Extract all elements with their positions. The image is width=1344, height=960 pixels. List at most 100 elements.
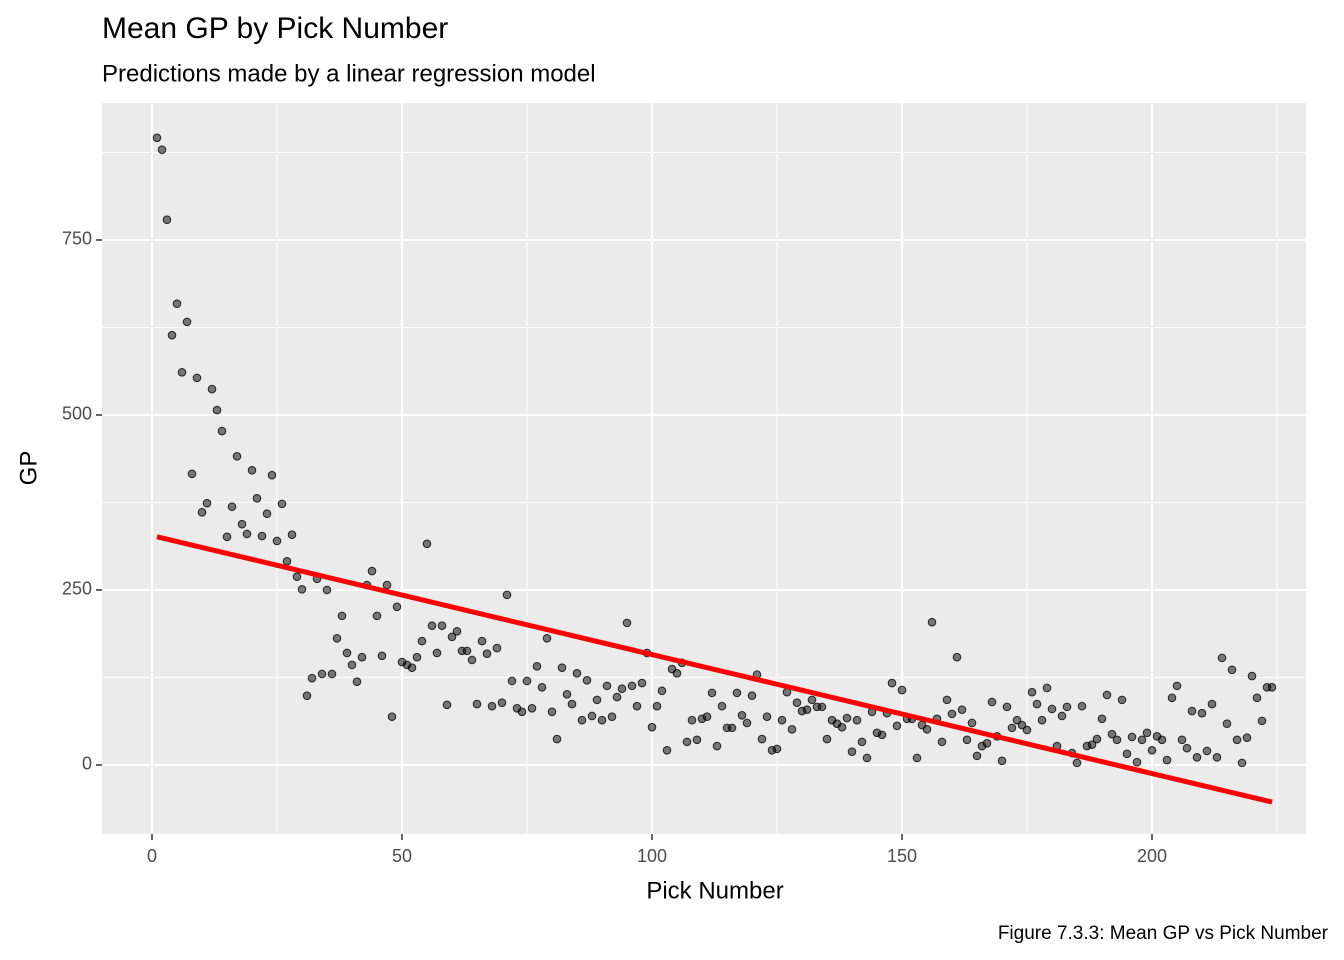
point	[757, 734, 767, 744]
point	[237, 519, 247, 529]
point	[602, 681, 612, 691]
point	[262, 509, 272, 518]
point	[717, 701, 727, 711]
point	[947, 709, 957, 719]
point	[1217, 653, 1227, 663]
point	[472, 699, 482, 709]
point	[657, 686, 667, 696]
point	[952, 652, 962, 662]
point	[407, 663, 417, 672]
point	[432, 648, 442, 658]
point	[732, 688, 742, 698]
point	[1087, 740, 1097, 749]
point	[1042, 683, 1052, 693]
point	[682, 737, 692, 747]
point	[762, 712, 772, 721]
point	[1032, 699, 1042, 709]
point	[212, 405, 222, 415]
point	[807, 695, 817, 705]
point	[527, 703, 537, 713]
point	[277, 499, 287, 509]
point	[912, 753, 922, 763]
point	[382, 580, 392, 590]
caption: Figure 7.3.3: Mean GP vs Pick Number	[998, 923, 1329, 944]
point	[787, 724, 797, 734]
point	[652, 701, 662, 711]
point	[297, 584, 307, 594]
point	[1187, 706, 1197, 716]
point	[427, 621, 437, 630]
point	[1197, 708, 1207, 718]
point	[822, 734, 832, 744]
point	[1237, 758, 1247, 768]
point	[1257, 716, 1267, 726]
point	[1102, 690, 1112, 700]
point	[182, 317, 192, 327]
point	[607, 712, 617, 721]
point	[207, 384, 217, 394]
point	[242, 529, 252, 539]
point	[627, 681, 637, 691]
point	[1037, 715, 1047, 725]
point	[802, 705, 812, 714]
point	[1072, 758, 1082, 768]
point	[1232, 735, 1242, 745]
point	[497, 698, 507, 707]
point	[337, 611, 347, 621]
point	[982, 738, 992, 748]
point	[972, 751, 982, 761]
point	[1057, 711, 1067, 721]
point	[1267, 682, 1277, 692]
x-axis-label: Pick Number	[646, 877, 783, 904]
point	[852, 715, 862, 725]
y-tick-label: 500	[62, 404, 92, 424]
point	[462, 646, 472, 656]
point	[202, 498, 212, 508]
point	[352, 677, 362, 686]
point	[892, 721, 902, 731]
point	[962, 735, 972, 745]
point	[922, 724, 932, 734]
point	[1157, 735, 1167, 745]
point	[632, 701, 642, 711]
point	[502, 590, 512, 600]
point	[387, 712, 397, 721]
point	[292, 572, 302, 581]
point	[1147, 745, 1157, 755]
point	[597, 715, 607, 725]
point	[842, 713, 852, 723]
point	[737, 710, 747, 720]
point	[937, 737, 947, 747]
point	[662, 745, 672, 755]
point	[272, 536, 282, 546]
point	[1062, 702, 1072, 712]
point	[377, 651, 387, 661]
point	[332, 633, 342, 643]
point	[997, 756, 1007, 766]
point	[707, 688, 717, 698]
point	[1142, 728, 1152, 738]
point	[562, 689, 572, 699]
point	[372, 611, 382, 621]
point	[1247, 671, 1257, 681]
y-tick-label: 0	[82, 754, 92, 774]
point	[1017, 720, 1027, 730]
point	[422, 539, 432, 549]
point	[1252, 693, 1262, 703]
point	[1122, 749, 1132, 759]
point	[547, 707, 557, 717]
point	[1242, 733, 1252, 742]
point	[187, 469, 197, 479]
point	[437, 621, 447, 630]
point	[417, 636, 427, 646]
point	[307, 673, 317, 683]
point	[492, 643, 502, 653]
point	[1132, 757, 1142, 767]
point	[542, 633, 552, 643]
x-tick-label: 0	[147, 846, 157, 866]
panel	[102, 103, 1306, 834]
point	[537, 682, 547, 692]
point	[327, 669, 337, 679]
x-tick-label: 200	[1137, 846, 1167, 866]
